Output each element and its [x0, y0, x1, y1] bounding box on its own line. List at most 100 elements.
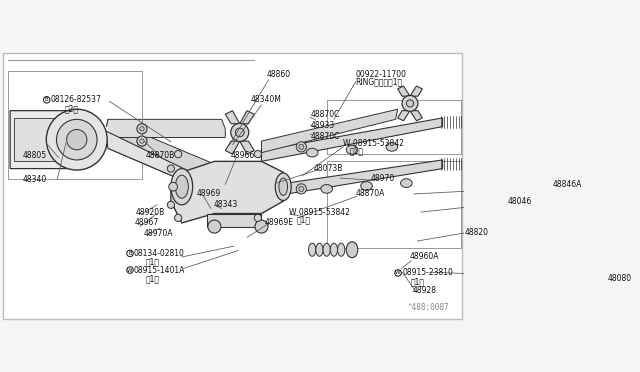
Ellipse shape: [255, 220, 268, 233]
Text: 48846A: 48846A: [553, 180, 582, 189]
Circle shape: [127, 250, 133, 257]
Ellipse shape: [361, 182, 372, 190]
Text: 48343: 48343: [214, 201, 238, 209]
Circle shape: [299, 186, 304, 192]
Polygon shape: [106, 119, 225, 138]
Circle shape: [254, 214, 262, 221]
Polygon shape: [240, 141, 254, 154]
Text: 48969: 48969: [196, 189, 221, 199]
Text: 48969E: 48969E: [265, 218, 294, 227]
Ellipse shape: [337, 243, 345, 256]
Text: （2）: （2）: [65, 104, 79, 113]
Text: RINGリング（1）: RINGリング（1）: [356, 77, 403, 86]
Polygon shape: [97, 127, 108, 152]
Circle shape: [127, 267, 133, 273]
Ellipse shape: [175, 175, 188, 198]
Polygon shape: [207, 214, 262, 227]
Polygon shape: [10, 110, 70, 169]
Ellipse shape: [330, 243, 337, 256]
Ellipse shape: [307, 148, 318, 157]
Ellipse shape: [386, 142, 397, 151]
Text: （1）: （1）: [145, 257, 159, 267]
Circle shape: [44, 97, 50, 103]
Ellipse shape: [171, 169, 193, 205]
Circle shape: [46, 109, 107, 170]
Polygon shape: [410, 86, 422, 96]
Circle shape: [254, 151, 262, 158]
Polygon shape: [262, 118, 443, 161]
Text: 48073B: 48073B: [314, 164, 343, 173]
Circle shape: [137, 136, 147, 146]
Text: 48870B: 48870B: [145, 151, 175, 160]
Text: 48920B: 48920B: [136, 208, 164, 217]
Text: 48805: 48805: [22, 151, 47, 160]
Polygon shape: [397, 110, 410, 121]
Ellipse shape: [308, 243, 316, 256]
Text: 48967: 48967: [134, 218, 159, 227]
Text: ^488:0087: ^488:0087: [408, 303, 450, 312]
Text: 48860: 48860: [266, 70, 291, 79]
Text: 48080: 48080: [608, 274, 632, 283]
Ellipse shape: [401, 179, 412, 187]
Ellipse shape: [406, 100, 413, 107]
Polygon shape: [397, 86, 410, 96]
Circle shape: [140, 139, 144, 143]
Polygon shape: [171, 161, 284, 223]
Circle shape: [67, 129, 87, 150]
Text: 48820: 48820: [465, 228, 488, 237]
Text: 48960A: 48960A: [410, 253, 440, 262]
Ellipse shape: [275, 173, 291, 201]
Text: 48870C: 48870C: [311, 110, 340, 119]
Ellipse shape: [230, 124, 249, 141]
Ellipse shape: [236, 128, 244, 137]
Text: 48340: 48340: [22, 175, 47, 184]
Text: 48870A: 48870A: [356, 189, 385, 199]
Text: 08915-1401A: 08915-1401A: [134, 266, 186, 275]
Polygon shape: [106, 131, 216, 194]
Polygon shape: [13, 118, 62, 161]
Text: 48340M: 48340M: [251, 95, 282, 104]
Polygon shape: [225, 110, 240, 124]
Circle shape: [167, 201, 175, 208]
Circle shape: [296, 184, 307, 194]
Polygon shape: [410, 110, 422, 121]
Ellipse shape: [346, 242, 358, 258]
Text: B: B: [45, 97, 49, 102]
Text: （1）: （1）: [350, 147, 364, 156]
Ellipse shape: [402, 96, 418, 111]
Circle shape: [175, 214, 182, 221]
Ellipse shape: [208, 220, 221, 233]
Ellipse shape: [279, 178, 287, 195]
Text: 00922-11700: 00922-11700: [356, 70, 406, 79]
Text: （1）: （1）: [411, 277, 425, 286]
Polygon shape: [287, 160, 443, 194]
Text: 08915-23810: 08915-23810: [402, 269, 453, 278]
Text: W: W: [396, 270, 401, 275]
Circle shape: [140, 126, 144, 131]
Circle shape: [137, 124, 147, 134]
Circle shape: [56, 119, 97, 160]
Text: 48966: 48966: [231, 151, 255, 160]
Polygon shape: [225, 141, 240, 154]
Circle shape: [296, 142, 307, 152]
Polygon shape: [106, 119, 216, 194]
Text: 48933: 48933: [311, 121, 335, 130]
Ellipse shape: [346, 145, 358, 154]
Polygon shape: [262, 109, 397, 153]
Text: 48928: 48928: [412, 286, 436, 295]
Text: W 08915-53842: W 08915-53842: [342, 139, 403, 148]
Circle shape: [299, 144, 304, 150]
Text: B: B: [128, 251, 132, 256]
Text: 48970: 48970: [370, 173, 394, 183]
Text: 48870C: 48870C: [311, 132, 340, 141]
Text: （1）: （1）: [296, 215, 310, 225]
Text: 48970A: 48970A: [143, 229, 173, 238]
Circle shape: [395, 270, 401, 276]
Circle shape: [167, 165, 175, 172]
Text: （1）: （1）: [145, 274, 159, 283]
Ellipse shape: [316, 243, 323, 256]
Polygon shape: [240, 110, 254, 124]
Text: 08134-02810: 08134-02810: [134, 249, 185, 258]
Ellipse shape: [321, 185, 332, 193]
Ellipse shape: [323, 243, 330, 256]
